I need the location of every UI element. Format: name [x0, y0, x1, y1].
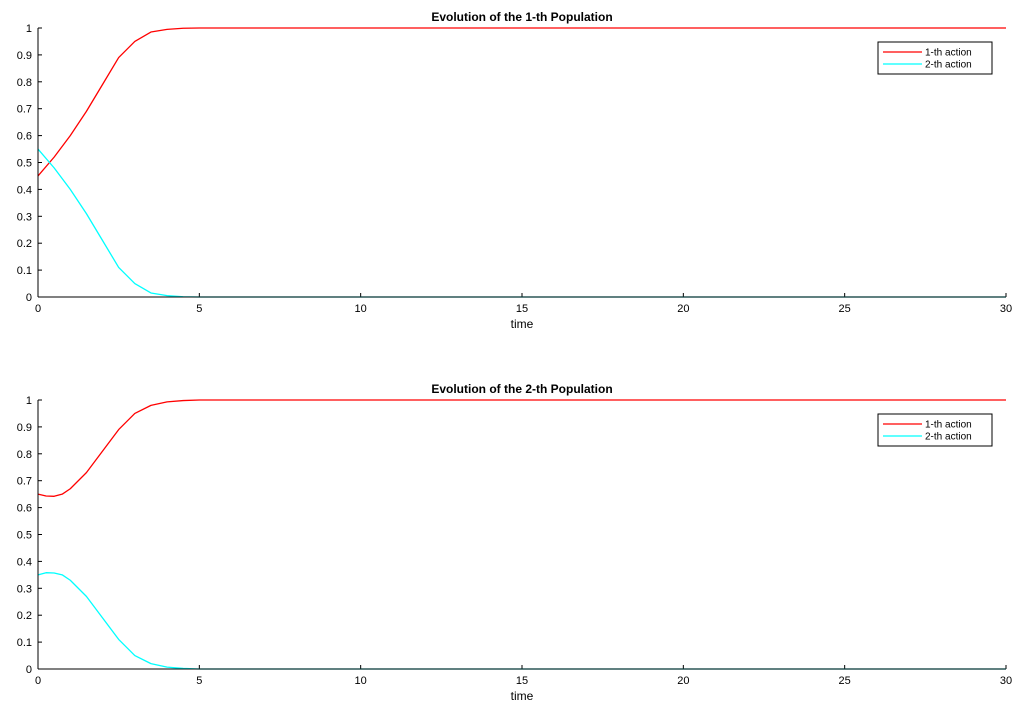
y-tick-label: 0.9: [17, 50, 32, 62]
legend-entry: 1-th action: [925, 48, 972, 59]
x-tick-label: 0: [35, 303, 41, 315]
y-tick-label: 0: [26, 292, 32, 304]
y-tick-label: 0.6: [17, 131, 32, 143]
x-tick-label: 30: [1000, 303, 1012, 315]
y-tick-label: 0.5: [17, 530, 32, 542]
y-tick-label: 0.2: [17, 238, 32, 250]
y-tick-label: 0.5: [17, 158, 32, 170]
y-tick-label: 0.9: [17, 422, 32, 434]
y-tick-label: 0.3: [17, 211, 32, 223]
x-tick-label: 15: [516, 675, 528, 687]
legend-entry: 2-th action: [925, 60, 972, 71]
y-tick-label: 0.1: [17, 265, 32, 277]
y-tick-label: 0.8: [17, 449, 32, 461]
chart-1: Evolution of the 1-th Population 0 0.1 0.2 0…: [17, 10, 1012, 331]
chart-2: Evolution of the 2-th Population 0 0.1 0.2 0…: [17, 382, 1012, 703]
x-tick-label: 15: [516, 303, 528, 315]
y-tick-label: 0: [26, 664, 32, 676]
y-tick-label: 1: [26, 23, 32, 35]
y-tick-label: 0.3: [17, 583, 32, 595]
y-tick-label: 0.8: [17, 77, 32, 89]
legend-entry: 2-th action: [925, 432, 972, 443]
series-line-1: [37, 27, 1006, 177]
x-tick-label: 25: [839, 675, 851, 687]
x-tick-label: 30: [1000, 675, 1012, 687]
y-tick-label: 0.1: [17, 637, 32, 649]
y-tick-label: 0.4: [17, 184, 32, 196]
x-tick-label: 20: [677, 303, 689, 315]
x-axis-label: time: [511, 317, 534, 331]
x-tick-label: 10: [355, 303, 367, 315]
chart-title: Evolution of the 2-th Population: [431, 382, 612, 396]
legend-box: [877, 41, 993, 75]
x-tick-label: 25: [839, 303, 851, 315]
x-tick-label: 5: [196, 675, 202, 687]
plot-area: [38, 400, 1006, 669]
y-tick-label: 0.2: [17, 610, 32, 622]
y-tick-label: 0.7: [17, 104, 32, 116]
x-tick-label: 5: [196, 303, 202, 315]
x-tick-label: 10: [355, 675, 367, 687]
chart-title: Evolution of the 1-th Population: [431, 10, 612, 24]
y-tick-label: 0.7: [17, 476, 32, 488]
x-tick-label: 20: [677, 675, 689, 687]
series-line-1: [37, 399, 1006, 497]
y-tick-label: 0.4: [17, 556, 32, 568]
legend-box: [877, 413, 993, 447]
y-tick-label: 0.6: [17, 503, 32, 515]
legend-entry: 1-th action: [925, 420, 972, 431]
plot-area: [38, 28, 1006, 297]
y-tick-label: 1: [26, 395, 32, 407]
x-axis-label: time: [511, 689, 534, 703]
x-tick-label: 0: [35, 675, 41, 687]
